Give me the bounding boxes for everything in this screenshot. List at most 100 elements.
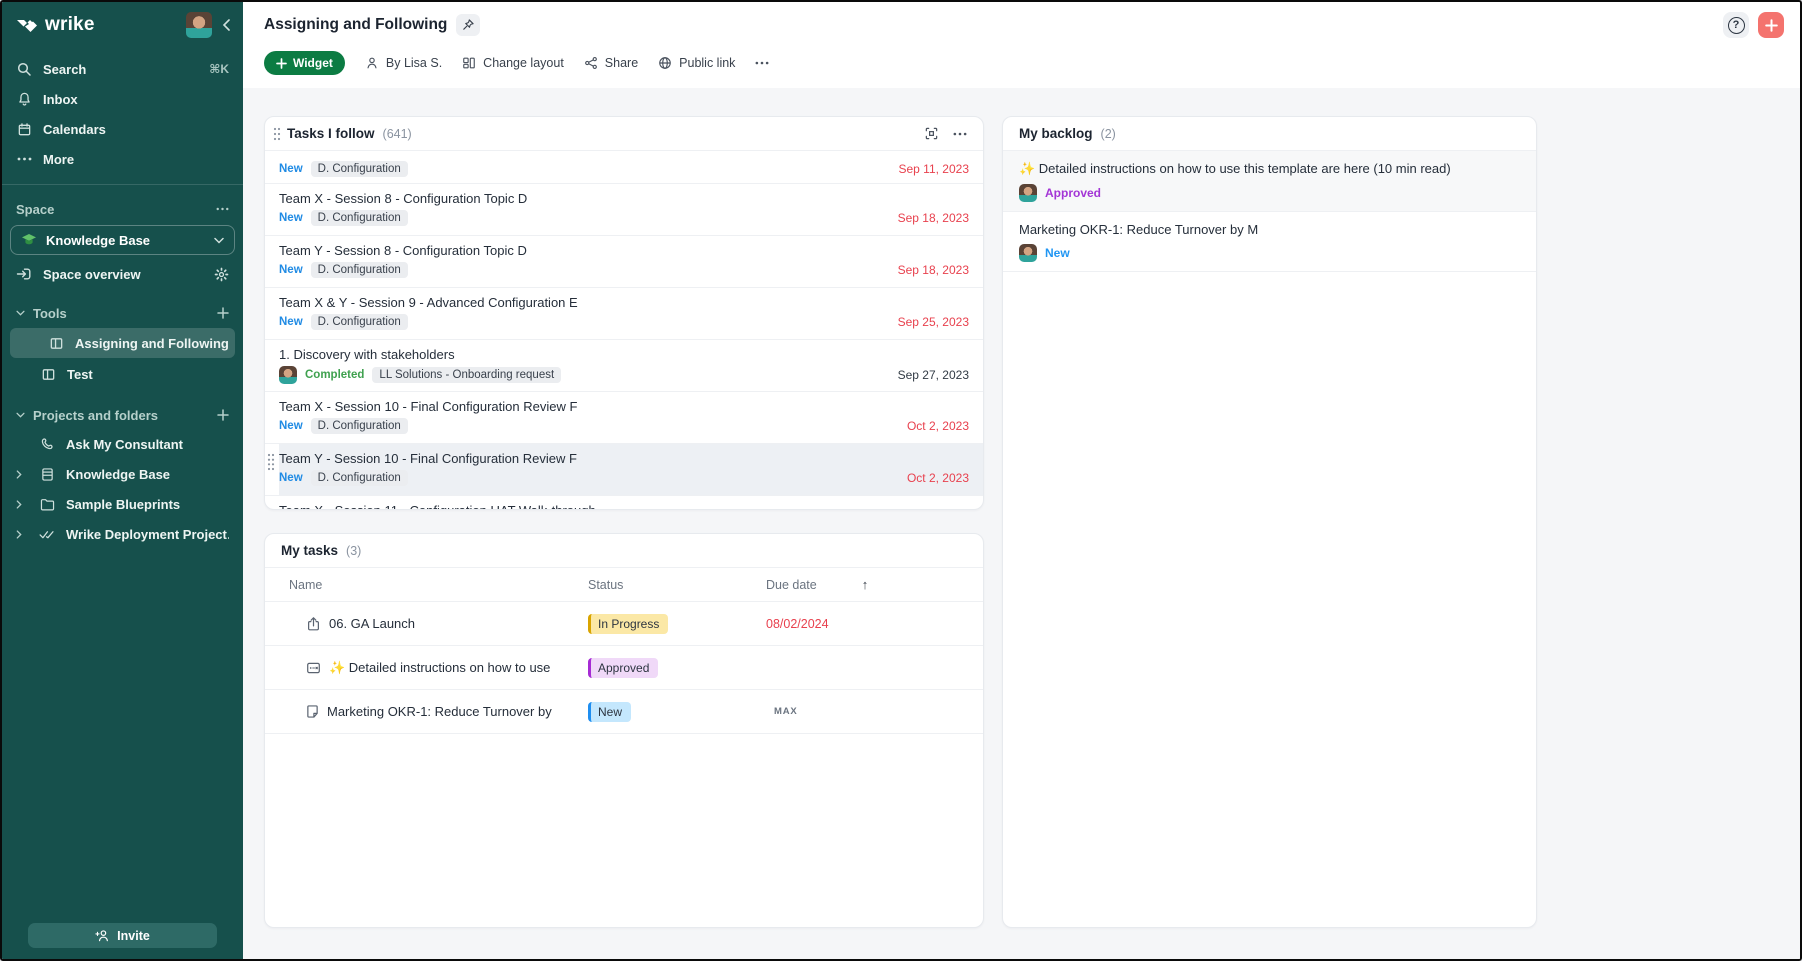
task-row[interactable]: Team X - Session 8 - Configuration Topic… — [265, 184, 983, 236]
sort-ascending-icon[interactable]: ↑ — [861, 577, 869, 592]
table-row[interactable]: 06. GA Launch In Progress 08/02/2024 — [265, 602, 983, 646]
space-overview-icon — [16, 266, 32, 282]
task-row[interactable]: Team X - Session 10 - Final Configuratio… — [265, 392, 983, 444]
projects-section-header[interactable]: Projects and folders — [2, 401, 243, 429]
due-date: Sep 18, 2023 — [897, 263, 969, 277]
wrike-logo[interactable]: wrike — [16, 14, 186, 36]
widget-title: My backlog — [1019, 126, 1093, 141]
backlog-row[interactable]: Marketing OKR-1: Reduce Turnover by M Ne… — [1003, 212, 1536, 272]
sidebar-item-assigning-and-following[interactable]: Assigning and Following — [10, 328, 235, 358]
table-row[interactable]: Marketing OKR-1: Reduce Turnover by New … — [265, 690, 983, 734]
sidebar-item-calendars[interactable]: Calendars — [2, 114, 243, 144]
toolbar-more-button[interactable] — [755, 61, 769, 65]
task-title: 1. Discovery with stakeholders — [279, 347, 455, 362]
task-row-highlighted[interactable]: Team Y - Session 10 - Final Configuratio… — [265, 444, 983, 496]
column-name[interactable]: Name — [289, 577, 323, 592]
status-label: Completed — [305, 369, 365, 381]
invite-button[interactable]: Invite — [28, 923, 217, 948]
task-title: Team Y - Session 8 - Configuration Topic… — [279, 243, 527, 258]
task-title: Team X - Session 11 - Configuration UAT … — [279, 503, 969, 509]
table-row[interactable]: ✨ Detailed instructions on how to use Ap… — [265, 646, 983, 690]
search-shortcut: ⌘K — [209, 62, 229, 76]
share-button[interactable]: Share — [584, 56, 638, 70]
drag-handle-icon[interactable] — [273, 127, 281, 141]
status-label: New — [279, 472, 303, 484]
add-project-icon[interactable] — [217, 409, 229, 421]
task-title: Team X - Session 8 - Configuration Topic… — [279, 191, 528, 206]
due-date: Oct 2, 2023 — [906, 419, 969, 433]
sidebar-divider — [2, 184, 243, 185]
task-row[interactable]: Team X & Y - Session 9 - Advanced Config… — [265, 288, 983, 340]
task-row[interactable]: New D. Configuration Sep 11, 2023 — [265, 151, 983, 184]
chevron-right-icon[interactable] — [16, 529, 28, 539]
sidebar-item-sample-blueprints[interactable]: Sample Blueprints — [2, 489, 243, 519]
change-layout-button[interactable]: Change layout — [462, 56, 564, 70]
projects-section-label: Projects and folders — [33, 407, 158, 423]
collapse-sidebar-icon[interactable] — [222, 19, 231, 31]
column-status[interactable]: Status — [588, 577, 624, 592]
space-selector[interactable]: Knowledge Base — [10, 225, 235, 255]
sidebar-header: wrike — [2, 2, 243, 46]
author-button[interactable]: By Lisa S. — [365, 56, 442, 70]
sidebar-item-search[interactable]: Search ⌘K — [2, 54, 243, 84]
chevron-right-icon[interactable] — [16, 499, 28, 509]
chevron-right-icon[interactable] — [16, 469, 28, 479]
task-row[interactable]: Team X - Session 11 - Configuration UAT … — [265, 496, 983, 509]
my-backlog-header: My backlog (2) — [1003, 117, 1536, 151]
tag-pill: D. Configuration — [310, 161, 408, 177]
add-tool-icon[interactable] — [217, 307, 229, 319]
create-new-button[interactable] — [1758, 12, 1784, 38]
status-label: New — [279, 316, 303, 328]
main-area: Assigning and Following ? Widget By Lisa… — [243, 2, 1800, 959]
gear-icon[interactable] — [213, 266, 229, 282]
space-overview-label: Space overview — [43, 266, 141, 282]
bell-icon — [16, 91, 32, 107]
add-widget-button[interactable]: Widget — [264, 51, 345, 75]
pin-icon[interactable] — [456, 14, 481, 36]
widget-menu-icon[interactable] — [949, 130, 971, 138]
tag-pill: D. Configuration — [310, 314, 408, 330]
tools-section-header[interactable]: Tools — [2, 299, 243, 327]
sidebar-item-more[interactable]: More — [2, 144, 243, 174]
invite-label: Invite — [117, 928, 150, 943]
dashboard-icon — [40, 366, 56, 382]
status-badge[interactable]: In Progress — [588, 613, 669, 634]
author-label: By Lisa S. — [385, 56, 443, 70]
user-avatar[interactable] — [186, 12, 212, 38]
sidebar-item-test[interactable]: Test — [2, 359, 243, 389]
space-more-icon[interactable] — [216, 207, 229, 211]
sidebar-item-space-overview[interactable]: Space overview — [2, 259, 243, 289]
column-due-date[interactable]: Due date — [766, 577, 817, 592]
help-button[interactable]: ? — [1723, 12, 1749, 38]
status-label: Approved — [1045, 186, 1102, 200]
due-date: Sep 25, 2023 — [897, 315, 969, 329]
drag-handle-icon[interactable] — [267, 453, 275, 471]
sidebar-item-knowledge-base[interactable]: Knowledge Base — [2, 459, 243, 489]
backlog-row[interactable]: ✨ Detailed instructions on how to use th… — [1003, 151, 1536, 212]
sidebar-item-wrike-deployment-project[interactable]: Wrike Deployment Project… — [2, 519, 243, 549]
knowledge-base-label: Knowledge Base — [66, 466, 171, 482]
sidebar-item-ask-my-consultant[interactable]: Ask My Consultant — [2, 429, 243, 459]
dashboard-content: Tasks I follow (641) New D. Configuratio… — [243, 88, 1800, 959]
chevron-down-icon — [16, 412, 25, 418]
status-badge[interactable]: New — [588, 701, 632, 722]
task-title: Team Y - Session 10 - Final Configuratio… — [279, 451, 577, 466]
due-date: Sep 11, 2023 — [898, 162, 969, 176]
public-link-button[interactable]: Public link — [658, 56, 735, 70]
status-label: New — [279, 420, 303, 432]
search-icon — [16, 61, 32, 77]
due-date: 08/02/2024 — [766, 616, 829, 631]
sidebar-item-inbox[interactable]: Inbox — [2, 84, 243, 114]
status-badge[interactable]: Approved — [588, 657, 659, 678]
task-row[interactable]: Team Y - Session 8 - Configuration Topic… — [265, 236, 983, 288]
share-icon — [584, 56, 598, 70]
task-row[interactable]: 1. Discovery with stakeholders Completed… — [265, 340, 983, 392]
page-title: Assigning and Following — [264, 16, 448, 33]
chevron-down-icon — [214, 237, 224, 244]
assigning-following-label: Assigning and Following — [75, 335, 229, 351]
expand-icon[interactable] — [920, 124, 943, 143]
status-label: New — [279, 163, 303, 175]
note-icon — [306, 704, 319, 719]
tag-pill: D. Configuration — [310, 262, 408, 278]
